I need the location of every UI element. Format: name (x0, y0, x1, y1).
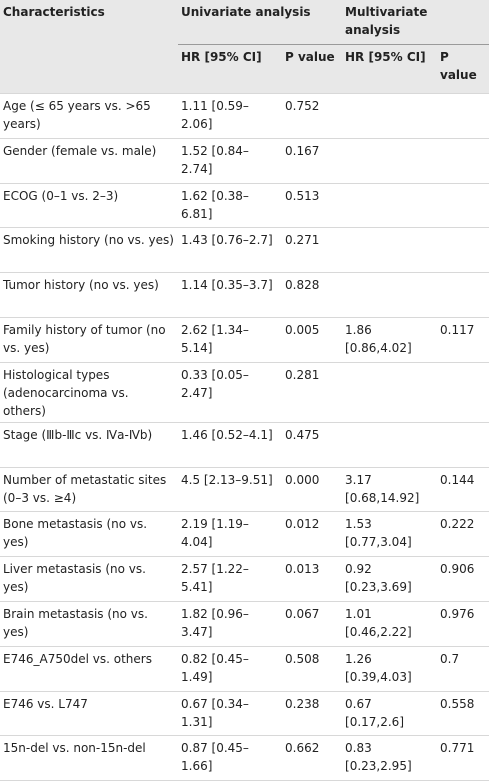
characteristic-cell: Age (≤ 65 years vs. >65 years) (0, 93, 178, 139)
value-cell: 0.7 (437, 645, 489, 692)
table-row: Bone metastasis (no vs. yes) 2.19 [1.19–4… (0, 511, 489, 557)
value-cell: 0.558 (437, 690, 489, 736)
characteristic-cell: E746_A750del vs. others (0, 645, 178, 692)
value-cell (342, 182, 438, 228)
table-row: E746_A750del vs. others 0.82 [0.45–1.49] 0… (0, 645, 489, 692)
characteristic-cell: Tumor history (no vs. yes) (0, 272, 178, 318)
value-cell: 0.771 (437, 735, 489, 781)
characteristic-cell: Histological types (adenocarcinoma vs. o… (0, 361, 178, 423)
table-row: Age (≤ 65 years vs. >65 years) 1.11 [0.59… (0, 93, 489, 139)
table-row: ECOG (0–1 vs. 2–3) 1.62 [0.38–6.81] 0.513 (0, 182, 489, 228)
value-cell: 0.67 [0.17,2.6] (342, 690, 438, 736)
characteristic-cell: Brain metastasis (no vs. yes) (0, 600, 178, 647)
value-cell: 1.52 [0.84–2.74] (178, 137, 282, 184)
value-cell (342, 272, 438, 318)
value-cell: 1.01 [0.46,2.22] (342, 600, 438, 647)
value-cell: 0.271 (282, 227, 343, 273)
value-cell: 0.82 [0.45–1.49] (178, 645, 282, 692)
value-cell: 0.828 (282, 272, 343, 318)
value-cell: 0.005 (282, 316, 343, 363)
value-cell (342, 137, 438, 184)
value-cell: 1.46 [0.52–4.1] (178, 421, 282, 468)
value-cell: 0.508 (282, 645, 343, 692)
table-row: Stage (Ⅲb-Ⅲc vs. Ⅳa-Ⅳb) 1.46 [0.52–4.1] 0.… (0, 421, 489, 468)
table-row: Number of metastatic sites (0–3 vs. ≥4) 4… (0, 466, 489, 512)
value-cell: 0.475 (282, 421, 343, 468)
value-cell: 0.513 (282, 182, 343, 228)
value-cell: 0.117 (437, 316, 489, 363)
characteristic-cell: Stage (Ⅲb-Ⅲc vs. Ⅳa-Ⅳb) (0, 421, 178, 468)
value-cell: 0.167 (282, 137, 343, 184)
value-cell (437, 421, 489, 468)
value-cell: 0.67 [0.34–1.31] (178, 690, 282, 736)
characteristic-cell: Smoking history (no vs. yes) (0, 227, 178, 273)
value-cell (342, 227, 438, 273)
value-cell: 0.906 (437, 556, 489, 602)
value-cell: 0.238 (282, 690, 343, 736)
table-row: E746 vs. L747 0.67 [0.34–1.31] 0.238 0.67 [… (0, 690, 489, 736)
characteristic-cell: Gender (female vs. male) (0, 137, 178, 184)
value-cell: 2.62 [1.34–5.14] (178, 316, 282, 363)
value-cell: 1.53 [0.77,3.04] (342, 511, 438, 557)
value-cell: 0.012 (282, 511, 343, 557)
value-cell (437, 272, 489, 318)
value-cell: 0.067 (282, 600, 343, 647)
value-cell (342, 361, 438, 423)
value-cell: 0.33 [0.05–2.47] (178, 361, 282, 423)
value-cell (437, 182, 489, 228)
characteristic-cell: Liver metastasis (no vs. yes) (0, 556, 178, 602)
subheader-cell: P value (437, 44, 489, 94)
value-cell: 1.62 [0.38–6.81] (178, 182, 282, 228)
value-cell: 0.92 [0.23,3.69] (342, 556, 438, 602)
value-cell: 2.19 [1.19–4.04] (178, 511, 282, 557)
value-cell: 1.26 [0.39,4.03] (342, 645, 438, 692)
value-cell: 3.17 [0.68,14.92] (342, 466, 438, 512)
characteristic-cell: Bone metastasis (no vs. yes) (0, 511, 178, 557)
characteristic-cell: 15n-del vs. non-15n-del (0, 735, 178, 781)
subheader-cell: HR [95% CI] (178, 44, 282, 94)
header-cell: Characteristics (0, 0, 178, 94)
value-cell (342, 93, 438, 139)
header-cell: Multivariate analysis (342, 0, 489, 45)
table-row: Gender (female vs. male) 1.52 [0.84–2.74]… (0, 137, 489, 184)
table-row: 15n-del vs. non-15n-del 0.87 [0.45–1.66] 0… (0, 735, 489, 781)
value-cell: 0.000 (282, 466, 343, 512)
characteristic-cell: Number of metastatic sites (0–3 vs. ≥4) (0, 466, 178, 512)
value-cell: 1.14 [0.35–3.7] (178, 272, 282, 318)
header-cell: Univariate analysis (178, 0, 343, 45)
value-cell: 0.87 [0.45–1.66] (178, 735, 282, 781)
subheader-cell: HR [95% CI] (342, 44, 438, 94)
value-cell: 0.976 (437, 600, 489, 647)
value-cell: 2.57 [1.22–5.41] (178, 556, 282, 602)
table-row: Smoking history (no vs. yes) 1.43 [0.76–2… (0, 227, 489, 273)
table-row: Brain metastasis (no vs. yes) 1.82 [0.96–… (0, 600, 489, 647)
value-cell: 0.83 [0.23,2.95] (342, 735, 438, 781)
table-row: Liver metastasis (no vs. yes) 2.57 [1.22–… (0, 556, 489, 602)
value-cell: 0.752 (282, 93, 343, 139)
value-cell (437, 227, 489, 273)
value-cell (437, 361, 489, 423)
value-cell: 1.11 [0.59–2.06] (178, 93, 282, 139)
value-cell: 4.5 [2.13–9.51] (178, 466, 282, 512)
value-cell: 0.013 (282, 556, 343, 602)
value-cell (342, 421, 438, 468)
value-cell: 0.222 (437, 511, 489, 557)
value-cell: 1.82 [0.96–3.47] (178, 600, 282, 647)
characteristic-cell: E746 vs. L747 (0, 690, 178, 736)
value-cell (437, 93, 489, 139)
value-cell (437, 137, 489, 184)
table-row: Family history of tumor (no vs. yes) 2.62… (0, 316, 489, 363)
table-row: Tumor history (no vs. yes) 1.14 [0.35–3.7… (0, 272, 489, 318)
value-cell: 1.43 [0.76–2.7] (178, 227, 282, 273)
table-row: Histological types (adenocarcinoma vs. o… (0, 361, 489, 423)
value-cell: 1.86 [0.86,4.02] (342, 316, 438, 363)
characteristic-cell: ECOG (0–1 vs. 2–3) (0, 182, 178, 228)
value-cell: 0.281 (282, 361, 343, 423)
subheader-cell: P value (282, 44, 343, 94)
value-cell: 0.144 (437, 466, 489, 512)
table-body: Age (≤ 65 years vs. >65 years) 1.11 [0.59… (0, 93, 489, 781)
characteristic-cell: Family history of tumor (no vs. yes) (0, 316, 178, 363)
value-cell: 0.662 (282, 735, 343, 781)
